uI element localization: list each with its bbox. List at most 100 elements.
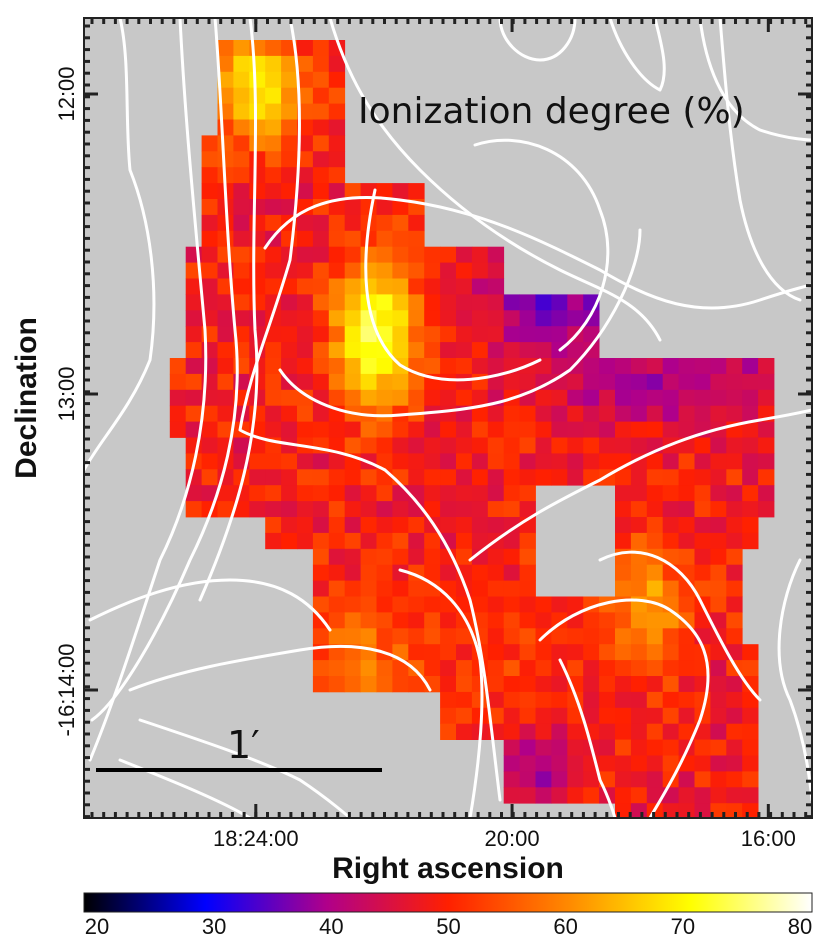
heatmap-cell [249, 230, 266, 248]
heatmap-cell [615, 421, 632, 438]
heatmap-cell [551, 405, 568, 422]
heatmap-cell [408, 294, 425, 311]
heatmap-cell [567, 628, 584, 645]
heatmap-cell [710, 373, 727, 391]
heatmap-cell [615, 851, 631, 867]
heatmap-cell [456, 437, 473, 454]
heatmap-cell [599, 453, 616, 470]
heatmap-cell [694, 517, 711, 534]
heatmap-cell [249, 246, 266, 263]
heatmap-cell [615, 373, 632, 391]
heatmap-cell [599, 739, 616, 756]
heatmap-cell [599, 660, 616, 677]
heatmap-cell [360, 485, 377, 502]
heatmap-cell [615, 501, 632, 518]
heatmap-cell [583, 421, 600, 438]
heatmap-cell [376, 358, 393, 375]
heatmap-cell [456, 262, 473, 279]
x-axis-title: Right ascension [332, 852, 564, 885]
heatmap-cell [630, 723, 648, 740]
heatmap-cell [328, 596, 346, 613]
heatmap-cell [360, 612, 377, 629]
heatmap-cell [679, 835, 695, 851]
heatmap-cell [328, 517, 346, 534]
heatmap-cell [519, 644, 536, 661]
heatmap-cell [615, 835, 631, 851]
heatmap-cell [408, 628, 425, 645]
heatmap-cell [694, 755, 711, 772]
heatmap-cell [328, 532, 346, 550]
heatmap-cell [456, 691, 473, 709]
heatmap-cell [535, 342, 552, 359]
heatmap-cell [742, 532, 759, 550]
heatmap-cell [583, 358, 600, 375]
heatmap-cell [297, 262, 314, 279]
heatmap-cell [615, 517, 632, 534]
heatmap-cell [281, 326, 298, 343]
heatmap-cell [424, 644, 441, 661]
heatmap-cell [312, 294, 330, 311]
heatmap-cell [742, 358, 759, 375]
heatmap-cell [344, 548, 361, 566]
heatmap-cell [344, 183, 361, 200]
contour-lines [84, 18, 812, 818]
heatmap-cell [583, 691, 600, 709]
heatmap-cell [281, 135, 298, 152]
heatmap-cell [503, 310, 520, 327]
heatmap-cell [646, 485, 664, 502]
heatmap-cell [695, 851, 711, 867]
heatmap-cell [360, 389, 377, 407]
heatmap-cell [487, 469, 505, 486]
heatmap-cell [424, 660, 441, 677]
heatmap-cell [265, 262, 282, 279]
heatmap-cell [312, 676, 330, 693]
heatmap-cell [440, 485, 457, 502]
heatmap-cell [297, 358, 314, 375]
heatmap-cell [249, 501, 266, 518]
heatmap-cell [201, 246, 218, 263]
heatmap-cell [281, 532, 298, 550]
heatmap-cell [328, 246, 346, 263]
heatmap-cell [487, 548, 505, 566]
heatmap-cell [646, 628, 664, 645]
heatmap-cell [297, 389, 314, 407]
x-tick-labels: 18:24:00 20:00 16:00 [213, 826, 796, 851]
heatmap-cell [551, 755, 568, 772]
heatmap-cell [424, 278, 441, 295]
heatmap-cell [694, 532, 711, 550]
heatmap-cell [392, 453, 409, 470]
heatmap-cell [615, 628, 632, 645]
heatmap-cell [456, 628, 473, 645]
heatmap-cell [440, 501, 457, 518]
heatmap-cell [646, 421, 664, 438]
heatmap-cell [265, 214, 282, 232]
heatmap-cell [630, 580, 648, 597]
heatmap-cell [312, 517, 330, 534]
heatmap-cell [630, 564, 648, 581]
heatmap-cell [471, 501, 489, 518]
heatmap-cell [328, 326, 346, 343]
heatmap-cell [742, 755, 759, 772]
heatmap-cell [519, 532, 536, 550]
heatmap-cell [392, 437, 409, 454]
heatmap-cell [551, 612, 568, 629]
heatmap-cell [694, 358, 711, 375]
heatmap-cell [726, 628, 743, 645]
heatmap-cell [376, 676, 393, 693]
heatmap-cell [583, 437, 600, 454]
heatmap-cell [535, 389, 552, 407]
heatmap-cell [328, 87, 346, 104]
heatmap-cell [249, 183, 266, 200]
heatmap-cell [503, 723, 520, 740]
heatmap-cell [297, 167, 314, 184]
heatmap-cell [281, 469, 298, 486]
heatmap-cell [503, 469, 520, 486]
heatmap-cell [599, 373, 616, 391]
heatmap-cell [678, 707, 695, 725]
heatmap-cell [487, 517, 505, 534]
heatmap-cell [503, 691, 520, 709]
heatmap-cell [471, 278, 489, 295]
heatmap-cell [742, 453, 759, 470]
heatmap-cell [360, 342, 377, 359]
heatmap-cell [646, 517, 664, 534]
